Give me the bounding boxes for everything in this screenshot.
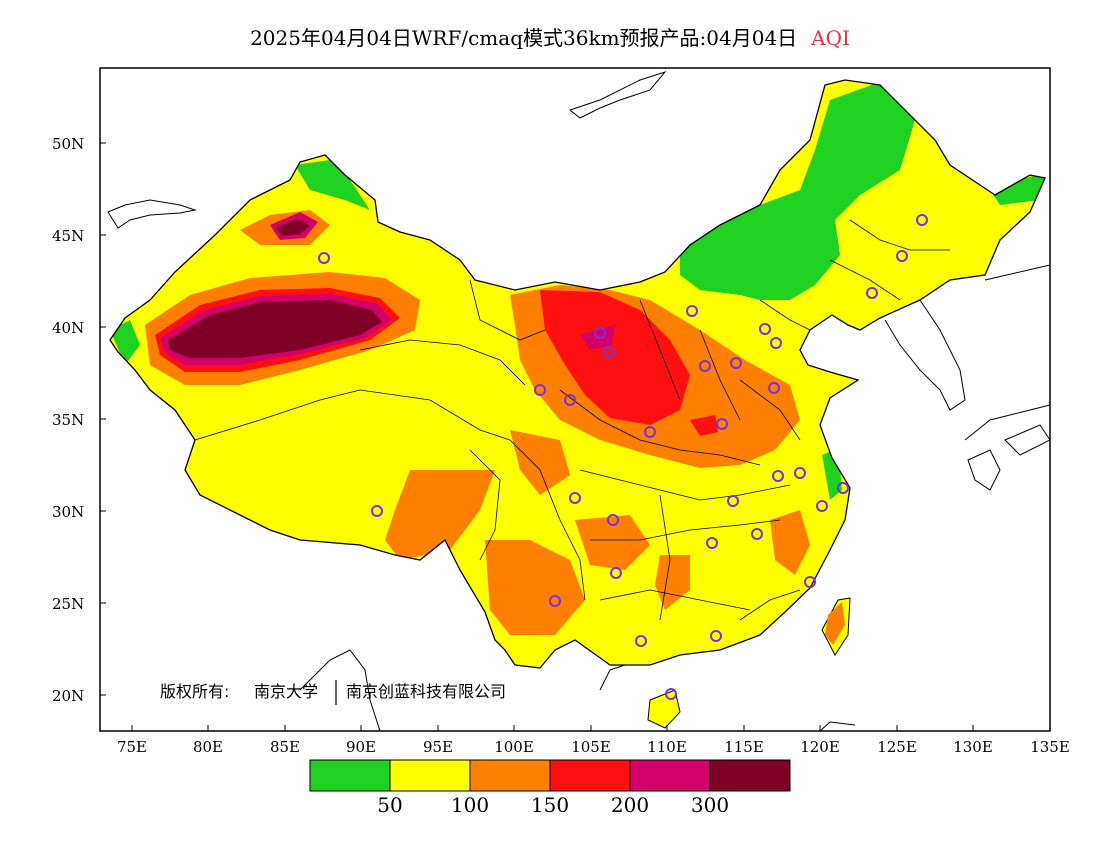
station-markers [318, 214, 928, 700]
aqi-zone-orange-tibet-se [385, 470, 495, 560]
neighbor-coastlines [107, 71, 1050, 731]
station-marker [603, 346, 615, 358]
station-marker [751, 528, 763, 540]
colorbar-labels: 50 100 150 200 300 [377, 793, 729, 817]
lon-label: 80E [193, 738, 223, 756]
aqi-zone-orange-yunnan [485, 540, 585, 635]
station-marker [804, 576, 816, 588]
lon-label: 110E [647, 738, 687, 756]
colorbar [309, 759, 791, 792]
station-marker [768, 382, 780, 394]
lat-label: 45N [52, 227, 84, 245]
aqi-zone-maroon-tarim [168, 300, 382, 358]
station-marker [610, 567, 622, 579]
colorbar-label: 150 [531, 793, 569, 817]
station-marker [770, 337, 782, 349]
copyright-owner-label: 版权所有: [160, 682, 229, 701]
lon-label: 75E [117, 738, 147, 756]
colorbar-swatch-yellow [389, 759, 471, 792]
aqi-zone-green-e [990, 172, 1045, 205]
lon-label: 85E [270, 738, 300, 756]
aqi-zone-orange-sichuan [510, 430, 570, 495]
station-marker [727, 495, 739, 507]
coast-north [568, 71, 667, 119]
station-marker [916, 214, 928, 226]
colorbar-swatch-maroon [709, 759, 791, 792]
lat-label: 30N [52, 503, 84, 521]
lon-label: 135E [1030, 738, 1070, 756]
aqi-zone-red-henan [690, 415, 718, 436]
station-marker [759, 323, 771, 335]
station-marker [866, 287, 878, 299]
lat-label: 25N [52, 595, 84, 613]
station-marker [534, 384, 546, 396]
china-outline [109, 79, 1046, 669]
station-marker [371, 505, 383, 517]
lon-label: 95E [423, 738, 453, 756]
aqi-zone-green-ne [680, 82, 915, 300]
station-marker [794, 467, 806, 479]
station-marker [837, 482, 849, 494]
lon-label: 130E [953, 738, 993, 756]
korea-coast [884, 299, 966, 411]
lat-axis: 50N 45N 40N 35N 30N 25N 20N [52, 135, 106, 705]
colorbar-label: 300 [691, 793, 729, 817]
lat-label: 35N [52, 411, 84, 429]
station-marker [816, 500, 828, 512]
lon-label: 120E [800, 738, 840, 756]
kyushu-coast [967, 449, 1001, 491]
station-marker [710, 630, 722, 642]
station-marker [716, 418, 728, 430]
map-frame [99, 67, 1051, 732]
station-marker [699, 360, 711, 372]
copyright-org-1: 南京大学 [254, 682, 318, 701]
lon-label: 105E [571, 738, 611, 756]
aqi-zone-orange-jiangxi [770, 510, 810, 575]
colorbar-swatch-purple [629, 759, 711, 792]
station-marker [896, 250, 908, 262]
colorbar-label: 50 [377, 793, 402, 817]
station-marker [644, 426, 656, 438]
lon-label: 125E [877, 738, 917, 756]
station-marker [549, 595, 561, 607]
province-boundaries [194, 219, 950, 621]
colorbar-label: 100 [451, 793, 489, 817]
colorbar-swatch-red [549, 759, 631, 792]
lon-label: 115E [724, 738, 764, 756]
station-marker [318, 252, 330, 264]
colorbar-swatch-orange [469, 759, 551, 792]
coast-nw [107, 199, 197, 229]
station-marker [772, 470, 784, 482]
lon-label: 100E [494, 738, 534, 756]
station-marker [730, 357, 742, 369]
pollutant-label: AQI [811, 26, 850, 50]
colorbar-label: 200 [611, 793, 649, 817]
station-marker [564, 394, 576, 406]
aqi-zone-green-n [295, 160, 370, 210]
aqi-zone-orange-guizhou [575, 515, 650, 570]
station-marker [665, 688, 677, 700]
aqi-zone-maroon-junggar [276, 218, 310, 236]
lat-label: 40N [52, 319, 84, 337]
station-marker [607, 514, 619, 526]
station-marker [686, 305, 698, 317]
aqi-zone-red-central [540, 290, 690, 425]
lon-axis: 75E 80E 85E 90E 95E 100E 105E 110E 115E … [117, 725, 1070, 756]
lon-label: 90E [346, 738, 376, 756]
station-marker [635, 635, 647, 647]
map-title: 2025年04月04日WRF/cmaq模式36km预报产品:04月04日 AQI [0, 22, 1100, 51]
title-text: 2025年04月04日WRF/cmaq模式36km预报产品:04月04日 [250, 26, 798, 50]
copyright-org-2: 南京创蓝科技有限公司 [346, 682, 506, 701]
aqi-zone-orange-taiwan [825, 602, 845, 645]
station-marker [569, 492, 581, 504]
station-marker [594, 327, 606, 339]
station-marker [706, 537, 718, 549]
lat-label: 50N [52, 135, 84, 153]
map-area: 版权所有: 南京大学 南京创蓝科技有限公司 [107, 71, 1050, 731]
aqi-zone-green-w [110, 320, 140, 365]
colorbar-swatch-green [309, 759, 391, 792]
lat-label: 20N [52, 687, 84, 705]
